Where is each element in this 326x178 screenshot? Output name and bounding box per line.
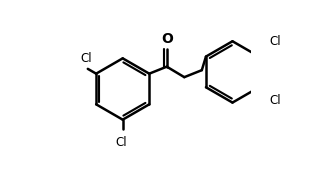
- Text: Cl: Cl: [115, 136, 127, 149]
- Text: Cl: Cl: [269, 94, 281, 107]
- Text: Cl: Cl: [80, 52, 92, 65]
- Text: Cl: Cl: [269, 35, 281, 48]
- Text: O: O: [161, 32, 173, 46]
